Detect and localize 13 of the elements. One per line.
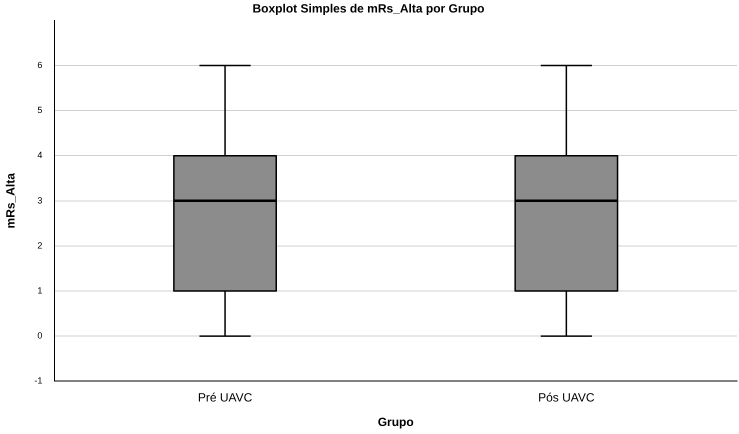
x-tick-label: Pré UAVC — [198, 390, 253, 405]
x-axis-title: Grupo — [378, 415, 414, 430]
y-tick-label: 3 — [37, 195, 42, 206]
y-tick-label: 5 — [37, 105, 42, 116]
chart-title: Boxplot Simples de mRs_Alta por Grupo — [252, 2, 485, 16]
y-tick-label: 0 — [37, 330, 42, 341]
y-axis-title: mRs_Alta — [4, 172, 18, 228]
y-tick-label: 2 — [37, 240, 42, 250]
y-tick-label: 6 — [37, 60, 42, 70]
y-tick-label: -1 — [34, 376, 42, 386]
y-tick-label: 4 — [37, 150, 42, 160]
y-tick-label: 1 — [37, 285, 42, 296]
x-tick-label: Pós UAVC — [538, 390, 595, 405]
